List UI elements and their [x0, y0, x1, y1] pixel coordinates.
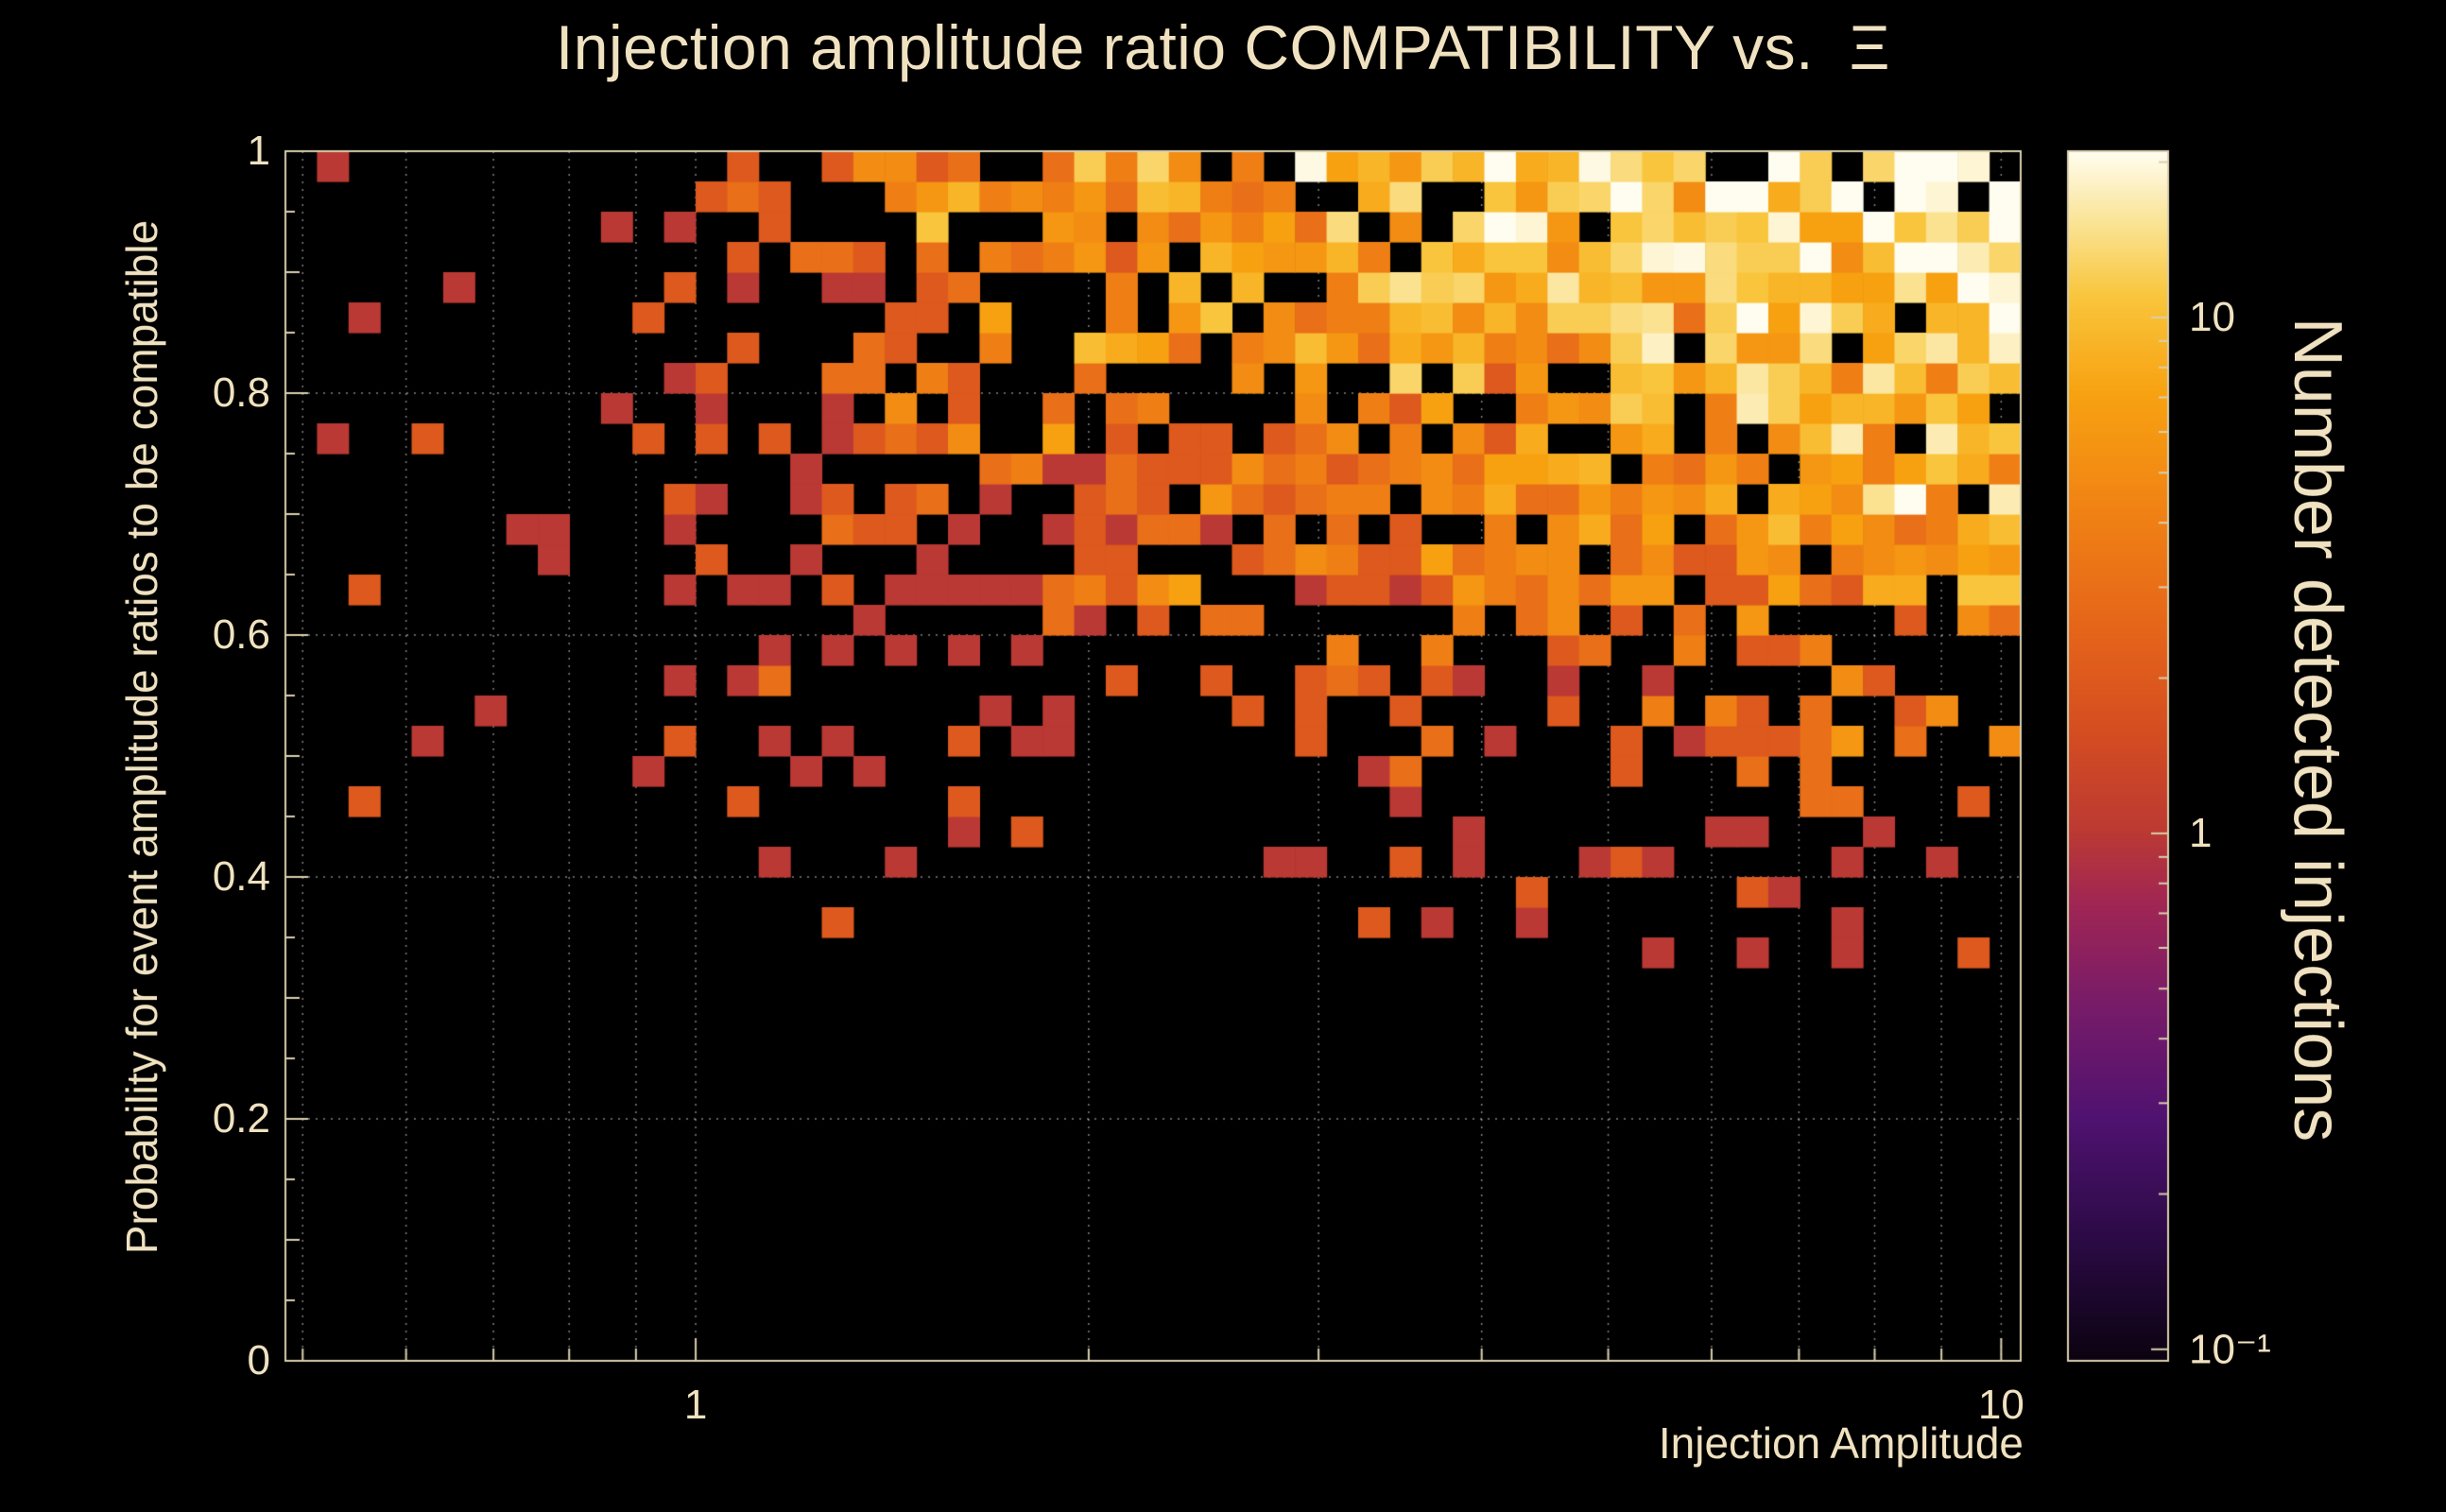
- x-axis-title: Injection Amplitude: [1658, 1418, 2024, 1468]
- colorbar-tick-label: 10: [2189, 293, 2235, 340]
- y-tick-label: 0.4: [212, 853, 270, 900]
- colorbar-tick-label: 10⁻¹: [2189, 1326, 2271, 1373]
- x-tick-label: 10: [1977, 1382, 2024, 1428]
- y-tick-label: 0.2: [212, 1095, 270, 1142]
- y-tick-label: 0.8: [212, 369, 270, 416]
- y-tick-label: 0.6: [212, 611, 270, 658]
- colorbar-title: Number detected injections: [2280, 317, 2355, 1143]
- colorbar-tick-label: 1: [2189, 809, 2213, 856]
- x-tick-label: 1: [683, 1382, 708, 1428]
- y-tick-label: 1: [247, 128, 270, 174]
- y-tick-label: 0: [247, 1337, 270, 1383]
- y-axis-title: Probability for event amplitude ratios t…: [117, 219, 166, 1255]
- chart-title: Injection amplitude ratio COMPATIBILITY …: [555, 12, 1891, 82]
